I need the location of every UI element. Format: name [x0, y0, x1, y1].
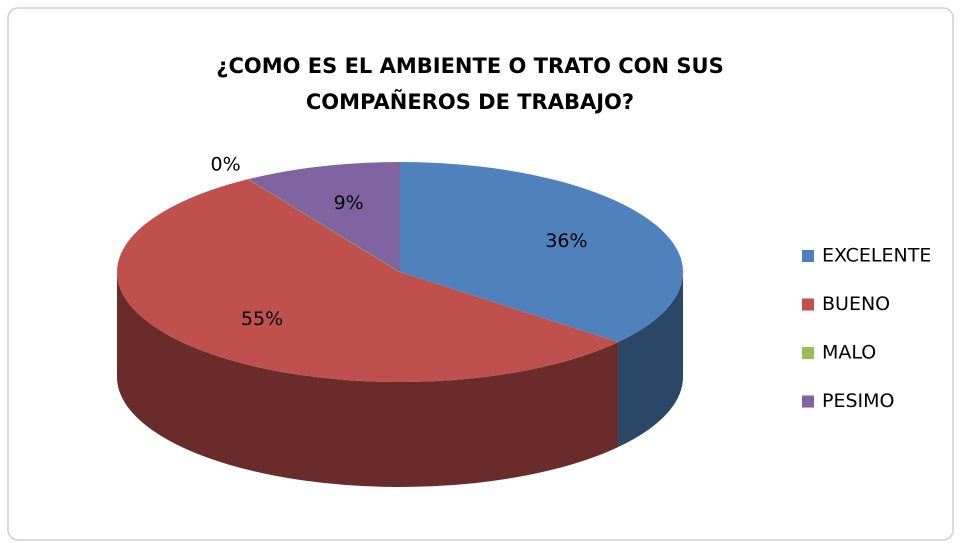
- pie-slice: [400, 162, 683, 343]
- pie-slice: [248, 178, 401, 273]
- pie-side: [618, 272, 683, 448]
- legend-swatch: [802, 347, 814, 359]
- data-label: 55%: [241, 308, 283, 330]
- legend-label: PESIMO: [822, 390, 894, 412]
- legend-label: MALO: [822, 342, 876, 364]
- data-label: 0%: [211, 154, 241, 176]
- pie-slice: [116, 179, 619, 383]
- data-label: 36%: [545, 230, 587, 252]
- legend-swatch: [802, 298, 814, 311]
- legend-label: EXCELENTE: [822, 245, 931, 267]
- legend-swatch: [802, 395, 814, 408]
- data-label: 9%: [334, 192, 364, 214]
- pie-side: [117, 272, 619, 488]
- legend-label: BUENO: [822, 293, 890, 315]
- pie-slice: [248, 162, 400, 272]
- legend-swatch: [802, 250, 814, 262]
- chart-title: ¿COMO ES EL AMBIENTE O TRATO CON SUS COM…: [216, 54, 724, 114]
